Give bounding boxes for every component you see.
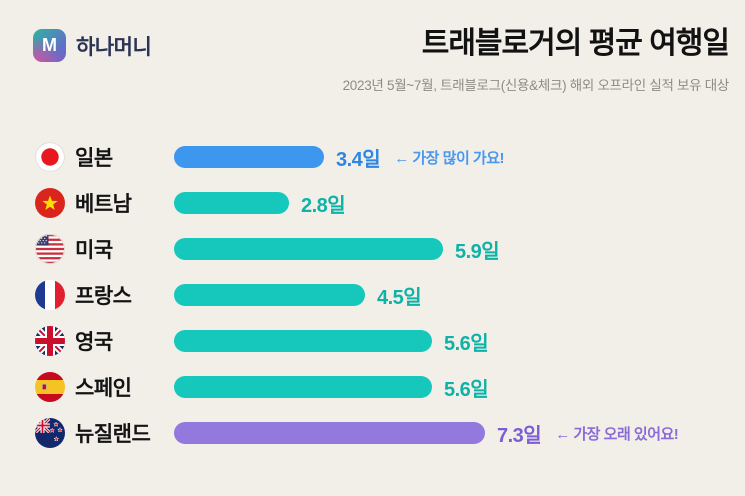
brand-name: 하나머니 xyxy=(76,35,152,59)
chart-row-france: 프랑스 4.5일 xyxy=(35,272,745,318)
country-label: 영국 xyxy=(75,331,113,354)
country-label: 일본 xyxy=(75,147,113,170)
chart-row-uk: 영국 5.6일 xyxy=(35,318,745,364)
chart-row-spain: 스페인 5.6일 xyxy=(35,364,745,410)
chart-row-japan: 일본 3.4일 ← 가장 많이 가요! xyxy=(35,134,745,180)
bar-france xyxy=(174,284,365,306)
usa-flag-icon xyxy=(35,234,65,264)
country-label: 스페인 xyxy=(75,377,132,400)
bar-japan xyxy=(174,146,324,168)
country-label: 미국 xyxy=(75,239,113,262)
bar-chart: 일본 3.4일 ← 가장 많이 가요! 베트남 2.8일 xyxy=(35,134,745,456)
value-label: 4.5일 xyxy=(377,286,422,309)
country-label: 프랑스 xyxy=(75,285,132,308)
hanamoney-logo-icon: M xyxy=(33,29,66,62)
value-label: 5.6일 xyxy=(444,332,489,355)
bar-newzealand xyxy=(174,422,485,444)
country-label: 뉴질랜드 xyxy=(75,423,151,446)
value-label: 5.9일 xyxy=(455,240,500,263)
value-label: 2.8일 xyxy=(301,194,346,217)
annotation-longest-stay: ← 가장 오래 있어요! xyxy=(555,425,679,443)
value-label: 7.3일 xyxy=(497,424,542,447)
country-label: 베트남 xyxy=(75,193,132,216)
annotation-most-visited: ← 가장 많이 가요! xyxy=(394,149,505,167)
japan-flag-icon xyxy=(35,142,65,172)
spain-flag-icon xyxy=(35,372,65,402)
value-label: 3.4일 xyxy=(336,148,381,171)
page-subtitle: 2023년 5월~7월, 트래블로그(신용&체크) 해외 오프라인 실적 보유 … xyxy=(342,78,730,93)
chart-row-newzealand: 뉴질랜드 7.3일 ← 가장 오래 있어요! xyxy=(35,410,745,456)
chart-row-vietnam: 베트남 2.8일 xyxy=(35,180,745,226)
value-label: 5.6일 xyxy=(444,378,489,401)
chart-row-usa: 미국 5.9일 xyxy=(35,226,745,272)
title-block: 트래블로거의 평균 여행일 2023년 5월~7월, 트래블로그(신용&체크) … xyxy=(342,27,730,94)
bar-usa xyxy=(174,238,443,260)
bar-spain xyxy=(174,376,432,398)
newzealand-flag-icon xyxy=(35,418,65,448)
bar-uk xyxy=(174,330,432,352)
bar-vietnam xyxy=(174,192,289,214)
uk-flag-icon xyxy=(35,326,65,356)
page-title: 트래블로거의 평균 여행일 xyxy=(421,27,730,60)
vietnam-flag-icon xyxy=(35,188,65,218)
brand: M 하나머니 xyxy=(33,29,152,62)
france-flag-icon xyxy=(35,280,65,310)
